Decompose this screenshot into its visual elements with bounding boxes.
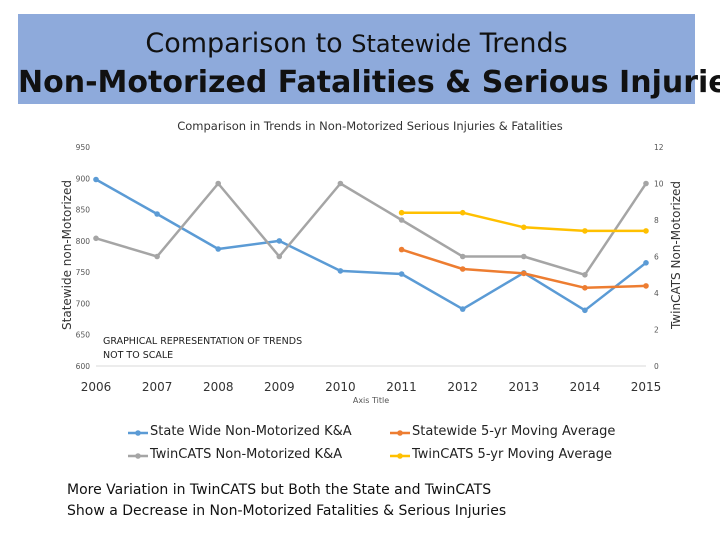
x-axis-title: Axis Title bbox=[353, 396, 389, 405]
data-point bbox=[398, 209, 405, 216]
slide-title: Comparison to Statewide Trends bbox=[18, 28, 695, 59]
legend-marker bbox=[390, 427, 410, 437]
data-point bbox=[398, 217, 405, 223]
annotation-line-1: GRAPHICAL REPRESENTATION OF TRENDS bbox=[103, 336, 302, 347]
data-point bbox=[459, 209, 466, 216]
data-point bbox=[521, 224, 527, 231]
chart-title: Comparison in Trends in Non-Motorized Se… bbox=[177, 119, 563, 133]
y-left-tick-label: 950 bbox=[76, 143, 91, 152]
legend-item-twincats: TwinCATS Non-Motorized K&A bbox=[128, 447, 342, 462]
legend-item-statewide-avg: Statewide 5-yr Moving Average bbox=[390, 424, 615, 439]
legend-label: TwinCATS 5-yr Moving Average bbox=[412, 447, 612, 462]
x-tick-label: 2007 bbox=[142, 380, 173, 394]
x-tick-label: 2008 bbox=[203, 380, 234, 394]
data-point bbox=[521, 270, 527, 277]
legend-marker bbox=[128, 427, 148, 437]
x-tick-label: 2009 bbox=[264, 380, 295, 394]
x-tick-label: 2012 bbox=[447, 380, 478, 394]
data-point bbox=[459, 253, 466, 260]
legend-marker bbox=[128, 450, 148, 460]
data-point bbox=[643, 180, 649, 187]
slide-title-part2: Statewide bbox=[351, 30, 472, 58]
y-left-tick-label: 750 bbox=[76, 268, 91, 277]
data-point bbox=[643, 283, 649, 289]
y-left-tick-label: 900 bbox=[76, 174, 91, 183]
conclusion-text: More Variation in TwinCATS but Both the … bbox=[67, 480, 506, 522]
data-point bbox=[582, 307, 588, 314]
y-left-tick-label: 600 bbox=[76, 362, 91, 371]
data-point bbox=[154, 253, 160, 260]
legend-label: State Wide Non-Motorized K&A bbox=[150, 424, 352, 439]
y-right-tick-label: 0 bbox=[654, 362, 659, 371]
y-right-tick-label: 2 bbox=[654, 326, 659, 335]
x-tick-label: 2010 bbox=[325, 380, 356, 394]
y-axis-right-title: TwinCATS Non-Motorized bbox=[669, 181, 683, 330]
legend-marker bbox=[390, 450, 410, 460]
slide-title-part1: Comparison to bbox=[145, 28, 352, 59]
data-point bbox=[93, 235, 99, 242]
y-right-tick-label: 8 bbox=[654, 216, 659, 225]
y-left-tick-label: 650 bbox=[76, 331, 91, 340]
slide-title-part3: Trends bbox=[471, 28, 568, 59]
data-point bbox=[643, 260, 649, 266]
x-tick-label: 2014 bbox=[570, 380, 601, 394]
data-point bbox=[582, 228, 588, 234]
data-point bbox=[521, 253, 527, 260]
data-point bbox=[398, 246, 405, 253]
legend-label: TwinCATS Non-Motorized K&A bbox=[150, 447, 343, 462]
data-point bbox=[337, 268, 344, 274]
y-axis-left-title: Statewide non-Motorized bbox=[60, 180, 74, 330]
legend-label: Statewide 5-yr Moving Average bbox=[412, 424, 616, 439]
legend-item-twincats-avg: TwinCATS 5-yr Moving Average bbox=[390, 447, 612, 462]
data-point bbox=[337, 180, 344, 187]
x-tick-label: 2015 bbox=[631, 380, 662, 394]
y-left-tick-label: 850 bbox=[76, 206, 91, 215]
conclusion-line-2: Show a Decrease in Non-Motorized Fatalit… bbox=[67, 503, 507, 519]
data-point bbox=[582, 272, 588, 278]
y-right-tick-label: 12 bbox=[654, 143, 664, 152]
data-point bbox=[276, 238, 283, 244]
series-line-2 bbox=[95, 182, 648, 277]
data-point bbox=[276, 253, 283, 260]
data-point bbox=[215, 180, 221, 187]
data-point bbox=[582, 285, 588, 291]
data-point bbox=[643, 228, 649, 234]
data-point bbox=[459, 266, 466, 272]
data-point bbox=[215, 246, 221, 252]
legend-item-state-wide: State Wide Non-Motorized K&A bbox=[128, 424, 352, 439]
x-tick-label: 2006 bbox=[81, 380, 112, 394]
x-tick-label: 2013 bbox=[509, 380, 540, 394]
conclusion-line-1: More Variation in TwinCATS but Both the … bbox=[67, 482, 492, 498]
chart-annotation: GRAPHICAL REPRESENTATION OF TRENDS NOT T… bbox=[103, 336, 305, 361]
slide-subtitle: Non-Motorized Fatalities & Serious Injur… bbox=[18, 65, 720, 100]
x-tick-label: 2011 bbox=[386, 380, 417, 394]
y-left-tick-label: 800 bbox=[76, 237, 91, 246]
y-right-tick-label: 4 bbox=[654, 289, 659, 298]
y-right-tick-label: 10 bbox=[654, 180, 664, 189]
y-left-tick-label: 700 bbox=[76, 299, 91, 308]
y-right-tick-label: 6 bbox=[654, 253, 659, 262]
title-banner: Comparison to Statewide Trends Non-Motor… bbox=[18, 14, 720, 104]
data-point bbox=[398, 271, 405, 277]
data-point bbox=[459, 306, 466, 312]
data-point bbox=[93, 176, 99, 183]
series-line-0 bbox=[95, 178, 647, 312]
data-point bbox=[154, 211, 160, 217]
annotation-line-2: NOT TO SCALE bbox=[103, 350, 173, 361]
